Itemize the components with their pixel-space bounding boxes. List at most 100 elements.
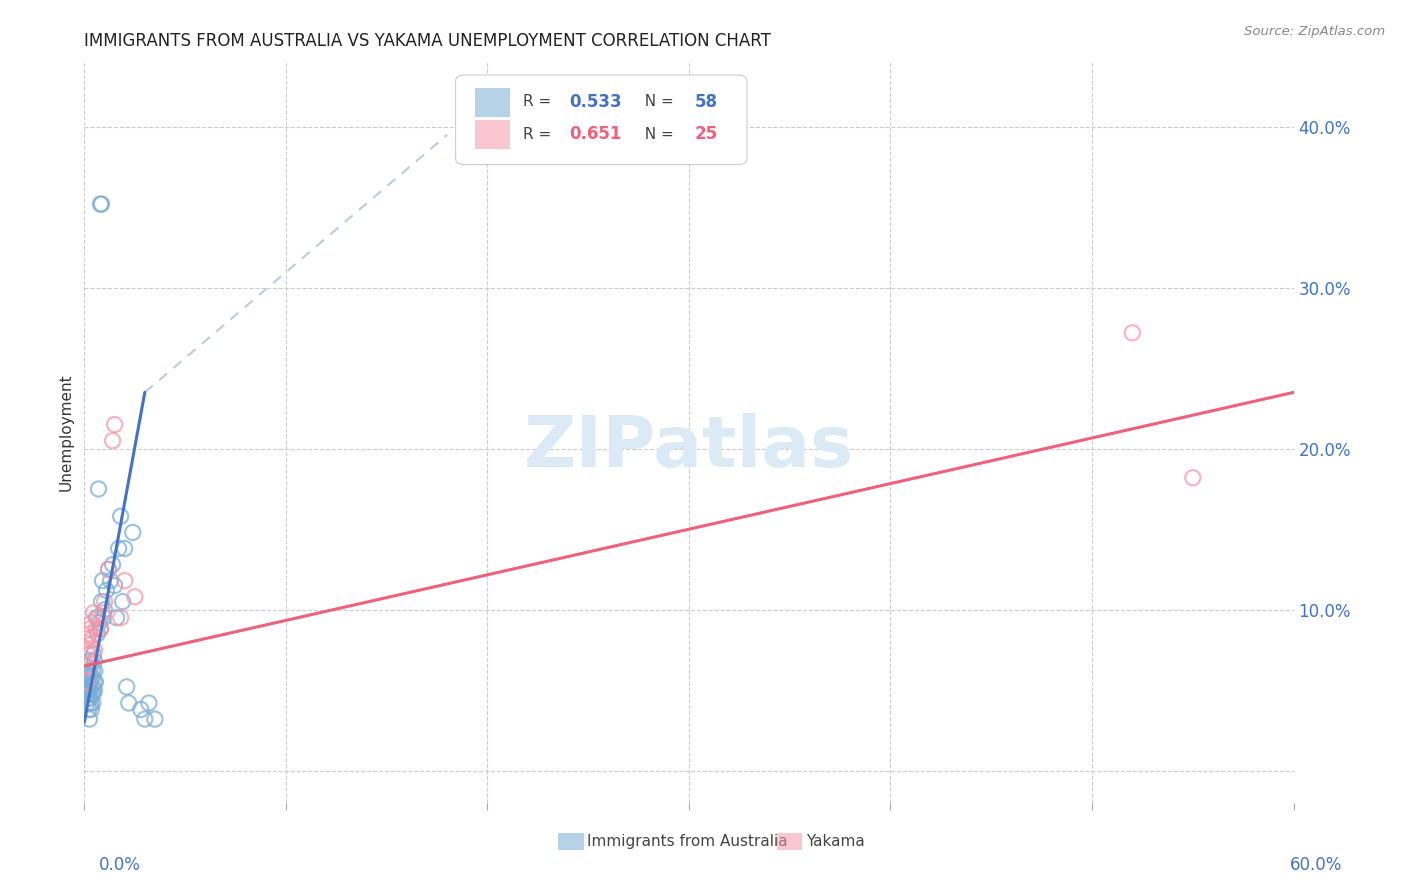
Text: Immigrants from Australia: Immigrants from Australia: [588, 834, 787, 849]
Text: N =: N =: [634, 95, 678, 109]
FancyBboxPatch shape: [456, 75, 747, 165]
Point: [118, 696, 141, 710]
Text: 60.0%: 60.0%: [1291, 856, 1343, 874]
Point: [110, 509, 132, 524]
Point: [76, 632, 98, 646]
Point: [79, 680, 101, 694]
Point: [82, 664, 104, 678]
Point: [110, 610, 132, 624]
Point: [143, 712, 166, 726]
Point: [77, 702, 100, 716]
Point: [89, 615, 111, 630]
Point: [91, 606, 114, 620]
Point: [82, 648, 104, 662]
Point: [93, 610, 115, 624]
Text: ZIPatlas: ZIPatlas: [524, 413, 853, 482]
Point: [76, 680, 98, 694]
Point: [83, 654, 105, 668]
Point: [104, 578, 127, 592]
Point: [111, 594, 134, 608]
Point: [79, 675, 101, 690]
Point: [96, 583, 118, 598]
Point: [75, 675, 97, 690]
Point: [100, 574, 122, 588]
Point: [79, 654, 101, 668]
Point: [89, 622, 111, 636]
FancyBboxPatch shape: [475, 120, 509, 148]
Text: 25: 25: [695, 125, 718, 144]
Text: 0.651: 0.651: [569, 125, 621, 144]
Point: [84, 675, 107, 690]
Point: [104, 417, 127, 432]
Point: [93, 602, 115, 616]
Point: [138, 696, 160, 710]
Point: [86, 627, 108, 641]
Point: [82, 680, 104, 694]
Point: [107, 541, 129, 556]
Point: [1181, 471, 1204, 485]
Text: IMMIGRANTS FROM AUSTRALIA VS YAKAMA UNEMPLOYMENT CORRELATION CHART: IMMIGRANTS FROM AUSTRALIA VS YAKAMA UNEM…: [84, 32, 772, 50]
Point: [82, 606, 104, 620]
Point: [93, 594, 115, 608]
Point: [90, 594, 112, 608]
Text: R =: R =: [523, 95, 557, 109]
Point: [80, 696, 103, 710]
Point: [79, 627, 101, 641]
Point: [114, 574, 136, 588]
Point: [101, 558, 124, 572]
FancyBboxPatch shape: [558, 833, 582, 849]
Point: [89, 197, 111, 211]
Point: [75, 659, 97, 673]
Text: 58: 58: [695, 93, 718, 111]
Point: [77, 691, 100, 706]
Point: [115, 680, 138, 694]
Point: [76, 696, 98, 710]
Point: [79, 622, 101, 636]
Point: [83, 675, 105, 690]
Point: [97, 562, 120, 576]
Point: [1121, 326, 1143, 340]
Point: [97, 562, 120, 576]
Point: [75, 675, 97, 690]
Point: [79, 664, 101, 678]
Point: [76, 667, 98, 681]
Point: [80, 615, 103, 630]
Point: [79, 712, 101, 726]
Point: [121, 525, 143, 540]
Point: [134, 712, 156, 726]
Point: [80, 670, 103, 684]
Point: [82, 632, 104, 646]
Point: [80, 702, 103, 716]
Point: [77, 643, 100, 657]
Point: [79, 691, 101, 706]
Y-axis label: Unemployment: Unemployment: [58, 374, 73, 491]
Point: [129, 702, 152, 716]
Point: [83, 664, 105, 678]
Point: [101, 434, 124, 448]
Point: [77, 675, 100, 690]
Point: [124, 590, 146, 604]
Point: [86, 610, 108, 624]
Point: [79, 638, 101, 652]
Point: [75, 659, 97, 673]
Point: [86, 622, 108, 636]
Point: [90, 197, 112, 211]
Point: [83, 683, 105, 698]
Text: N =: N =: [634, 127, 678, 142]
Point: [75, 686, 97, 700]
Text: Yakama: Yakama: [806, 834, 865, 849]
FancyBboxPatch shape: [778, 833, 801, 849]
Point: [82, 686, 104, 700]
Point: [77, 648, 100, 662]
Text: R =: R =: [523, 127, 557, 142]
Text: Source: ZipAtlas.com: Source: ZipAtlas.com: [1244, 25, 1385, 38]
Point: [114, 541, 136, 556]
Point: [89, 622, 111, 636]
Point: [83, 643, 105, 657]
Text: 0.533: 0.533: [569, 93, 621, 111]
Text: 0.0%: 0.0%: [98, 856, 141, 874]
Point: [91, 574, 114, 588]
Point: [75, 670, 97, 684]
Point: [87, 610, 110, 624]
Point: [77, 686, 100, 700]
